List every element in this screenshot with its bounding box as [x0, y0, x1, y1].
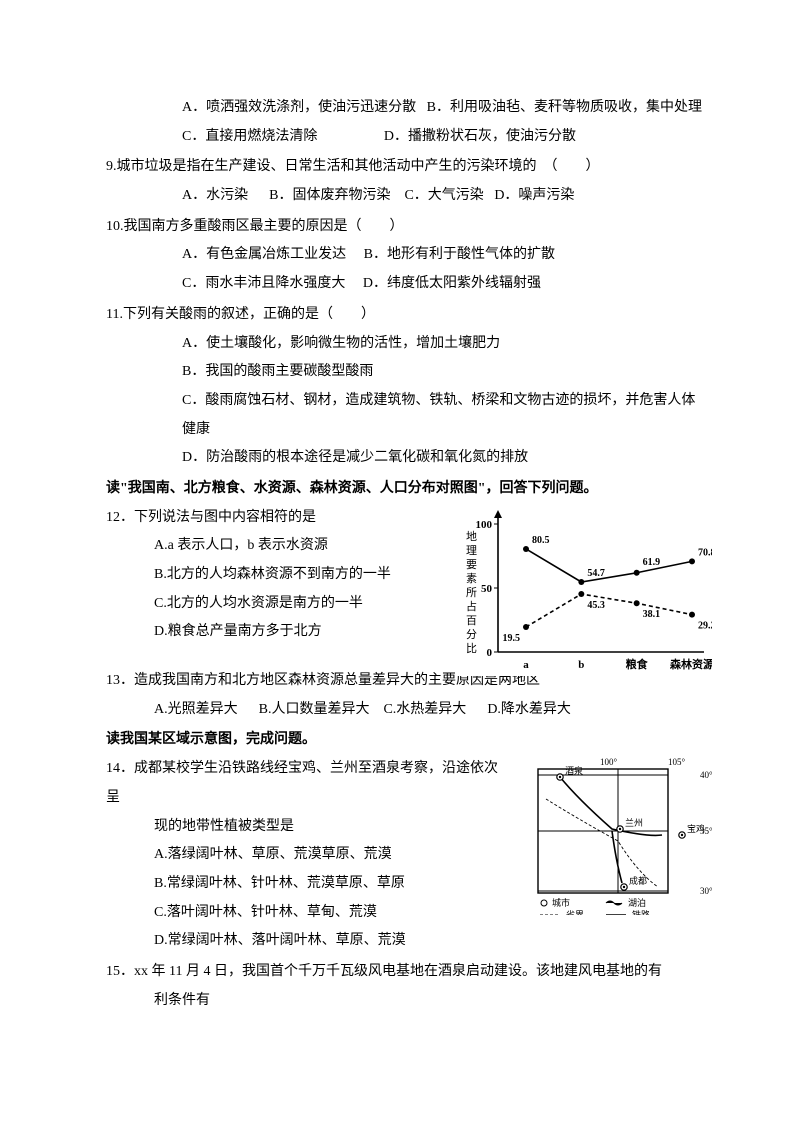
- svg-text:素: 素: [466, 572, 477, 585]
- q10-options-line1: A．有色金属冶炼工业发达 B．地形有利于酸性气体的扩散: [106, 241, 704, 270]
- section2-heading: 读我国某区域示意图，完成问题。: [106, 726, 704, 755]
- opt-c: C．大气污染: [404, 188, 483, 203]
- svg-text:50: 50: [481, 583, 493, 595]
- svg-text:兰州: 兰州: [625, 817, 643, 828]
- svg-text:铁路: 铁路: [632, 909, 650, 915]
- q15-stem1: 15．xx 年 11 月 4 日，我国首个千万千瓦级风电基地在酒泉启动建设。该地…: [106, 958, 704, 987]
- q14-stem2: 现的地带性植被类型是: [106, 813, 506, 842]
- svg-text:105°: 105°: [668, 757, 686, 767]
- q9-options: A．水污染 B．固体废弃物污染 C．大气污染 D．噪声污染: [106, 182, 704, 211]
- opt-d: D.降水差异大: [487, 702, 571, 717]
- opt-c: C．雨水丰沛且降水强度大: [182, 276, 345, 291]
- q11-stem: 11.下列有关酸雨的叙述，正确的是（ ）: [106, 301, 704, 330]
- opt-d: D．噪声污染: [494, 188, 574, 203]
- svg-text:城市: 城市: [552, 897, 570, 908]
- region-map: 100°105°40°35°30°酒泉兰州宝鸡成都城市湖泊省界铁路: [524, 755, 712, 927]
- svg-text:b: b: [578, 659, 584, 671]
- opt-a: A.光照差异大: [154, 702, 238, 717]
- resource-chart: 地理要素所占百分比0 50 100 a b 粮食 森林资源 80.5 54.7 61.9 70.8 1…: [456, 504, 712, 688]
- opt-a: A．水污染: [182, 188, 248, 203]
- svg-text:湖泊: 湖泊: [628, 898, 646, 908]
- svg-text:粮食: 粮食: [626, 657, 649, 671]
- svg-text:100°: 100°: [600, 757, 618, 767]
- svg-text:省界: 省界: [566, 909, 584, 915]
- opt-a: A．有色金属冶炼工业发达: [182, 247, 346, 262]
- opt-c: C．直接用燃烧法清除: [182, 129, 317, 144]
- q11-opt-c: C．酸雨腐蚀石材、钢材，造成建筑物、铁轨、桥梁和文物古迹的损坏，并危害人体健康: [106, 387, 704, 444]
- svg-text:分: 分: [466, 628, 477, 641]
- q14-opt-d: D.常绿阔叶林、落叶阔叶林、草原、荒漠: [106, 927, 506, 956]
- svg-text:百: 百: [466, 615, 477, 627]
- q12-opt-b: B.北方的人均森林资源不到南方的一半: [106, 561, 466, 590]
- opt-d: D．播撒粉状石灰，使油污分散: [384, 129, 576, 144]
- svg-text:地: 地: [466, 530, 477, 543]
- svg-text:酒泉: 酒泉: [565, 765, 583, 776]
- q11-opt-d: D．防治酸雨的根本途径是减少二氧化碳和氧化氮的排放: [106, 444, 704, 473]
- opt-b: B.人口数量差异大: [259, 702, 370, 717]
- q9-stem: 9.城市垃圾是指在生产建设、日常生活和其他活动中产生的污染环境的 （ ）: [106, 153, 704, 182]
- q12-opt-c: C.北方的人均水资源是南方的一半: [106, 590, 466, 619]
- svg-text:30°: 30°: [700, 886, 712, 896]
- svg-text:a: a: [523, 659, 529, 671]
- q15-stem2: 利条件有: [106, 987, 704, 1016]
- q11-opt-a: A．使土壤酸化，影响微生物的活性，增加土壤肥力: [106, 330, 704, 359]
- section1-heading: 读"我国南、北方粮食、水资源、森林资源、人口分布对照图"，回答下列问题。: [106, 475, 704, 504]
- q11-opt-b: B．我国的酸雨主要碳酸型酸雨: [106, 358, 704, 387]
- q10-stem: 10.我国南方多重酸雨区最主要的原因是（ ）: [106, 213, 704, 242]
- svg-text:0: 0: [487, 647, 493, 659]
- q13-options: A.光照差异大 B.人口数量差异大 C.水热差异大 D.降水差异大: [106, 696, 704, 725]
- svg-text:70.8: 70.8: [698, 547, 712, 558]
- svg-text:森林资源: 森林资源: [670, 657, 712, 671]
- svg-text:100: 100: [476, 519, 493, 531]
- q10-options-line2: C．雨水丰沛且降水强度大 D．纬度低太阳紫外线辐射强: [106, 270, 704, 299]
- q14-stem1: 14．成都某校学生沿铁路线经宝鸡、兰州至酒泉考察，沿途依次呈: [106, 755, 506, 812]
- q8-options-line1: A．喷洒强效洗涤剂，使油污迅速分散 B．利用吸油毡、麦秆等物质吸收，集中处理: [106, 94, 704, 123]
- svg-text:40°: 40°: [700, 770, 712, 780]
- opt-a: A．喷洒强效洗涤剂，使油污迅速分散: [182, 100, 416, 115]
- svg-text:成都: 成都: [629, 875, 647, 886]
- q12-opt-d: D.粮食总产量南方多于北方: [106, 618, 466, 647]
- svg-text:所: 所: [466, 586, 477, 599]
- q14-opt-c: C.落叶阔叶林、针叶林、草甸、荒漠: [106, 899, 506, 928]
- svg-text:占: 占: [466, 599, 477, 613]
- svg-text:54.7: 54.7: [587, 568, 605, 579]
- opt-d: D．纬度低太阳紫外线辐射强: [363, 276, 541, 291]
- svg-text:宝鸡: 宝鸡: [687, 823, 705, 834]
- svg-text:38.1: 38.1: [643, 609, 661, 620]
- svg-text:理: 理: [466, 544, 477, 557]
- svg-text:29.2: 29.2: [698, 620, 712, 631]
- svg-text:45.3: 45.3: [587, 600, 605, 611]
- svg-text:要: 要: [466, 558, 477, 571]
- q12-opt-a: A.a 表示人口，b 表示水资源: [106, 532, 466, 561]
- svg-text:比: 比: [466, 642, 477, 655]
- svg-text:61.9: 61.9: [643, 556, 661, 567]
- q14-opt-a: A.落绿阔叶林、草原、荒漠草原、荒漠: [106, 841, 506, 870]
- svg-text:19.5: 19.5: [503, 633, 521, 644]
- opt-b: B．利用吸油毡、麦秆等物质吸收，集中处理: [427, 100, 702, 115]
- svg-text:80.5: 80.5: [532, 535, 550, 546]
- opt-b: B．固体废弃物污染: [269, 188, 390, 203]
- q12-stem: 12．下列说法与图中内容相符的是: [106, 504, 466, 533]
- q8-options-line2: C．直接用燃烧法清除 D．播撒粉状石灰，使油污分散: [106, 123, 704, 152]
- opt-b: B．地形有利于酸性气体的扩散: [364, 247, 555, 262]
- opt-c: C.水热差异大: [383, 702, 466, 717]
- q14-opt-b: B.常绿阔叶林、针叶林、荒漠草原、草原: [106, 870, 506, 899]
